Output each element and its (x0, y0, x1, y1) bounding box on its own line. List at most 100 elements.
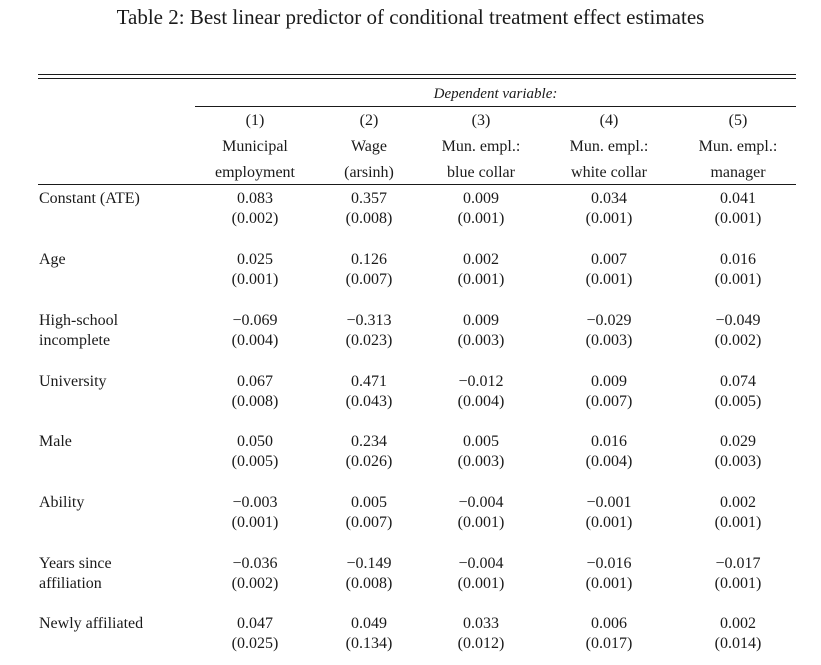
table-cell: −0.012 (0.004) (421, 372, 541, 412)
coefficient-estimate: −0.049 (715, 312, 761, 329)
column-header-1-line1: Municipal (222, 138, 288, 155)
table-cell: 0.002 (0.001) (678, 493, 798, 533)
coefficient-estimate: 0.007 (591, 251, 627, 268)
coefficient-estimate: 0.005 (351, 494, 387, 511)
coefficient-estimate: −0.004 (458, 494, 504, 511)
standard-error: (0.002) (714, 332, 762, 349)
coefficient-estimate: 0.002 (720, 615, 756, 632)
row-label: Age (39, 250, 66, 270)
coefficient-estimate: 0.029 (720, 433, 756, 450)
standard-error: (0.043) (345, 393, 393, 410)
standard-error: (0.023) (345, 332, 393, 349)
table-cell: 0.005 (0.003) (421, 432, 541, 472)
standard-error: (0.003) (585, 332, 633, 349)
standard-error: (0.001) (231, 514, 279, 531)
table-cell: 0.074 (0.005) (678, 372, 798, 412)
row-label-line: Male (39, 433, 72, 450)
standard-error: (0.002) (231, 210, 279, 227)
header-rule (38, 184, 796, 185)
column-header-2-line2: (arsinh) (344, 164, 394, 181)
coefficient-estimate: 0.009 (463, 312, 499, 329)
standard-error: (0.012) (457, 635, 505, 652)
coefficient-estimate: −0.149 (346, 555, 392, 572)
column-header-5-line1: Mun. empl.: (698, 138, 778, 155)
table-cell: 0.033 (0.012) (421, 614, 541, 654)
column-header-2-number: (2) (359, 112, 379, 129)
table-cell: −0.017 (0.001) (678, 554, 798, 594)
standard-error: (0.001) (714, 514, 762, 531)
row-label-line: Age (39, 251, 66, 268)
coefficient-estimate: −0.029 (586, 312, 632, 329)
table-cell: −0.036 (0.002) (195, 554, 315, 594)
row-label: High-school incomplete (39, 311, 118, 351)
table-cell: 0.009 (0.001) (421, 189, 541, 229)
coefficient-estimate: 0.067 (237, 373, 273, 390)
column-header-3-line2: blue collar (447, 164, 515, 181)
table-cell: −0.029 (0.003) (549, 311, 669, 351)
standard-error: (0.134) (345, 635, 393, 652)
standard-error: (0.001) (585, 271, 633, 288)
standard-error: (0.008) (345, 210, 393, 227)
coefficient-estimate: 0.025 (237, 251, 273, 268)
coefficient-estimate: 0.006 (591, 615, 627, 632)
table-cell: −0.001 (0.001) (549, 493, 669, 533)
standard-error: (0.001) (714, 271, 762, 288)
row-label: Constant (ATE) (39, 189, 140, 209)
row-label: Ability (39, 493, 84, 513)
table-cell: −0.004 (0.001) (421, 554, 541, 594)
row-label: Male (39, 432, 72, 452)
coefficient-estimate: 0.016 (591, 433, 627, 450)
standard-error: (0.003) (714, 453, 762, 470)
standard-error: (0.001) (714, 210, 762, 227)
column-header-4-number: (4) (599, 112, 619, 129)
coefficient-estimate: −0.004 (458, 555, 504, 572)
column-header-1-line2: employment (215, 164, 295, 181)
row-label-line: Newly affiliated (39, 615, 144, 632)
standard-error: (0.001) (457, 575, 505, 592)
table-cell: 0.029 (0.003) (678, 432, 798, 472)
table-cell: −0.003 (0.001) (195, 493, 315, 533)
standard-error: (0.014) (714, 635, 762, 652)
standard-error: (0.001) (457, 271, 505, 288)
coefficient-estimate: 0.126 (351, 251, 387, 268)
coefficient-estimate: 0.033 (463, 615, 499, 632)
table-cell: 0.126 (0.007) (309, 250, 429, 290)
standard-error: (0.017) (585, 635, 633, 652)
table-cell: 0.009 (0.007) (549, 372, 669, 412)
table-caption: Table 2: Best linear predictor of condit… (116, 5, 705, 29)
row-label-line: High-school (39, 312, 119, 329)
table-cell: 0.049 (0.134) (309, 614, 429, 654)
standard-error: (0.004) (231, 332, 279, 349)
standard-error: (0.001) (585, 514, 633, 531)
table-cell: 0.007 (0.001) (549, 250, 669, 290)
standard-error: (0.001) (457, 210, 505, 227)
standard-error: (0.026) (345, 453, 393, 470)
table-cell: 0.471 (0.043) (309, 372, 429, 412)
standard-error: (0.001) (714, 575, 762, 592)
row-label-line: Constant (ATE) (39, 190, 140, 207)
coefficient-estimate: −0.016 (586, 555, 632, 572)
coefficient-estimate: 0.083 (237, 190, 273, 207)
coefficient-estimate: 0.009 (463, 190, 499, 207)
top-rule-double (38, 78, 796, 79)
standard-error: (0.007) (345, 514, 393, 531)
coefficient-estimate: 0.074 (720, 373, 756, 390)
coefficient-estimate: 0.357 (351, 190, 387, 207)
table-cell: 0.016 (0.004) (549, 432, 669, 472)
column-header-1-number: (1) (245, 112, 265, 129)
table-cell: 0.025 (0.001) (195, 250, 315, 290)
coefficient-estimate: 0.049 (351, 615, 387, 632)
table-cell: 0.234 (0.026) (309, 432, 429, 472)
column-header-4-line2: white collar (571, 164, 647, 181)
row-label: Newly affiliated (39, 614, 143, 634)
table-cell: 0.009 (0.003) (421, 311, 541, 351)
coefficient-estimate: −0.036 (232, 555, 278, 572)
table-cell: 0.005 (0.007) (309, 493, 429, 533)
column-header-5-number: (5) (728, 112, 748, 129)
row-label-line: University (39, 373, 107, 390)
table-cell: 0.041 (0.001) (678, 189, 798, 229)
standard-error: (0.008) (345, 575, 393, 592)
column-header-2-line1: Wage (350, 138, 388, 155)
row-label-line: Ability (39, 494, 85, 511)
standard-error: (0.001) (457, 514, 505, 531)
